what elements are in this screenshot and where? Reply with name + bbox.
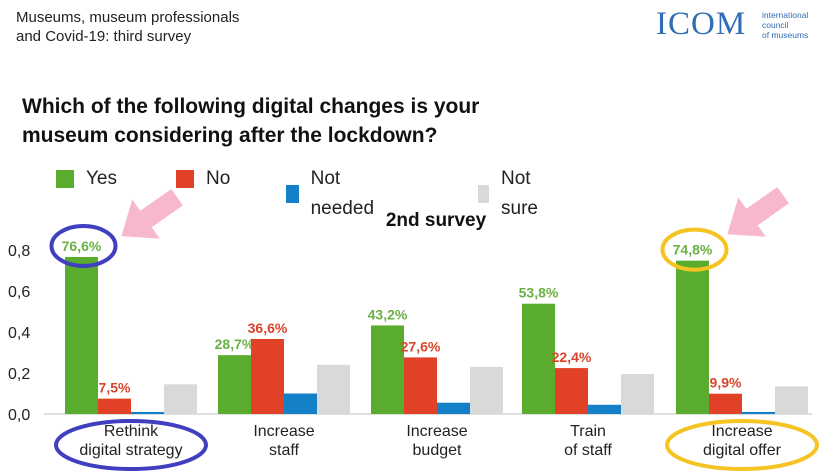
bar-not_sure (317, 364, 350, 414)
x-category-label: Rethink (104, 423, 159, 440)
bar-not_sure (164, 384, 197, 414)
data-label-yes: 74,8% (673, 242, 713, 258)
data-label-yes: 28,7% (215, 336, 255, 352)
y-tick-label: 0,6 (8, 284, 30, 301)
bar-no (98, 398, 131, 414)
bar-not_needed (588, 404, 621, 414)
legend-swatch-yes (56, 170, 74, 188)
data-label-no: 22,4% (552, 349, 592, 365)
x-category-label: Train (570, 423, 606, 440)
data-label-yes: 43,2% (368, 306, 408, 322)
pink-arrow-left-shape (121, 189, 183, 239)
highlight-category-ellipse (665, 419, 819, 471)
legend-item-not-sure: Not sure (478, 164, 545, 224)
legend-item-no: No (176, 164, 230, 194)
bar-yes (676, 260, 709, 414)
header-line-2: and Covid-19: third survey (16, 28, 192, 45)
pink-arrow-right (727, 187, 789, 237)
highlight-category-ellipse (54, 419, 208, 471)
legend-item-yes: Yes (56, 164, 117, 194)
logo-sub-3: of museums (762, 30, 809, 40)
logo-sub-2: council (762, 20, 789, 30)
x-category-label: digital offer (703, 442, 782, 459)
logo-sub-1: international (762, 10, 809, 20)
data-label-no: 9,9% (710, 375, 742, 391)
x-category-label: budget (413, 442, 462, 459)
x-category-label: staff (269, 442, 300, 459)
legend-swatch-no (176, 170, 194, 188)
legend-swatch-not-needed (286, 185, 299, 203)
bar-not_needed (131, 411, 164, 414)
legend-label-no: No (206, 168, 231, 189)
legend-swatch-not-sure (478, 185, 490, 203)
bar-not_needed (284, 393, 317, 414)
bar-not_sure (775, 386, 808, 414)
bar-yes (65, 256, 98, 414)
bar-not_sure (470, 366, 503, 414)
legend-label-yes: Yes (86, 168, 117, 189)
x-category-label: Increase (711, 423, 772, 440)
question-line-2: museum considering after the lockdown? (22, 124, 438, 147)
bar-no (251, 338, 284, 414)
data-label-yes: 76,6% (62, 238, 102, 254)
bar-not_needed (742, 411, 775, 414)
highlight-value-ellipse (660, 227, 729, 272)
header-text: Museums, museum professionals and Covid-… (16, 8, 239, 46)
legend-label-not-sure: Not sure (501, 168, 538, 219)
bar-not_sure (621, 374, 654, 414)
pink-arrow-left (121, 189, 183, 239)
x-category-label: Increase (253, 423, 314, 440)
y-tick-label: 0,4 (8, 325, 30, 342)
data-label-no: 27,6% (401, 338, 441, 354)
y-tick-label: 0,2 (8, 366, 30, 383)
data-label-yes: 53,8% (519, 285, 559, 301)
legend-label-not-needed: Not needed (310, 168, 375, 219)
y-tick-label: 0,8 (8, 243, 30, 260)
y-tick-label: 0,0 (8, 407, 30, 424)
question-heading: Which of the following digital changes i… (22, 92, 479, 150)
logo-wordmark: ICOM (656, 6, 747, 42)
data-label-no: 7,5% (99, 380, 131, 396)
x-category-label: digital strategy (79, 442, 182, 459)
data-label-no: 36,6% (248, 320, 288, 336)
bar-not_needed (437, 402, 470, 414)
x-category-label: Increase (406, 423, 467, 440)
chart-title: 2nd survey (386, 210, 487, 231)
bar-no (404, 357, 437, 414)
bar-yes (218, 355, 251, 414)
bar-yes (522, 303, 555, 414)
x-category-label: of staff (564, 442, 612, 459)
logo-subtitle: international council of museums (762, 10, 828, 40)
highlight-value-ellipse (49, 223, 118, 268)
bar-yes (371, 325, 404, 414)
pink-arrow-right-shape (727, 187, 789, 237)
legend-item-not-needed: Not needed (286, 164, 379, 224)
question-line-1: Which of the following digital changes i… (22, 95, 480, 118)
bar-no (709, 393, 742, 414)
bar-no (555, 368, 588, 414)
header-line-1: Museums, museum professionals (16, 9, 240, 26)
